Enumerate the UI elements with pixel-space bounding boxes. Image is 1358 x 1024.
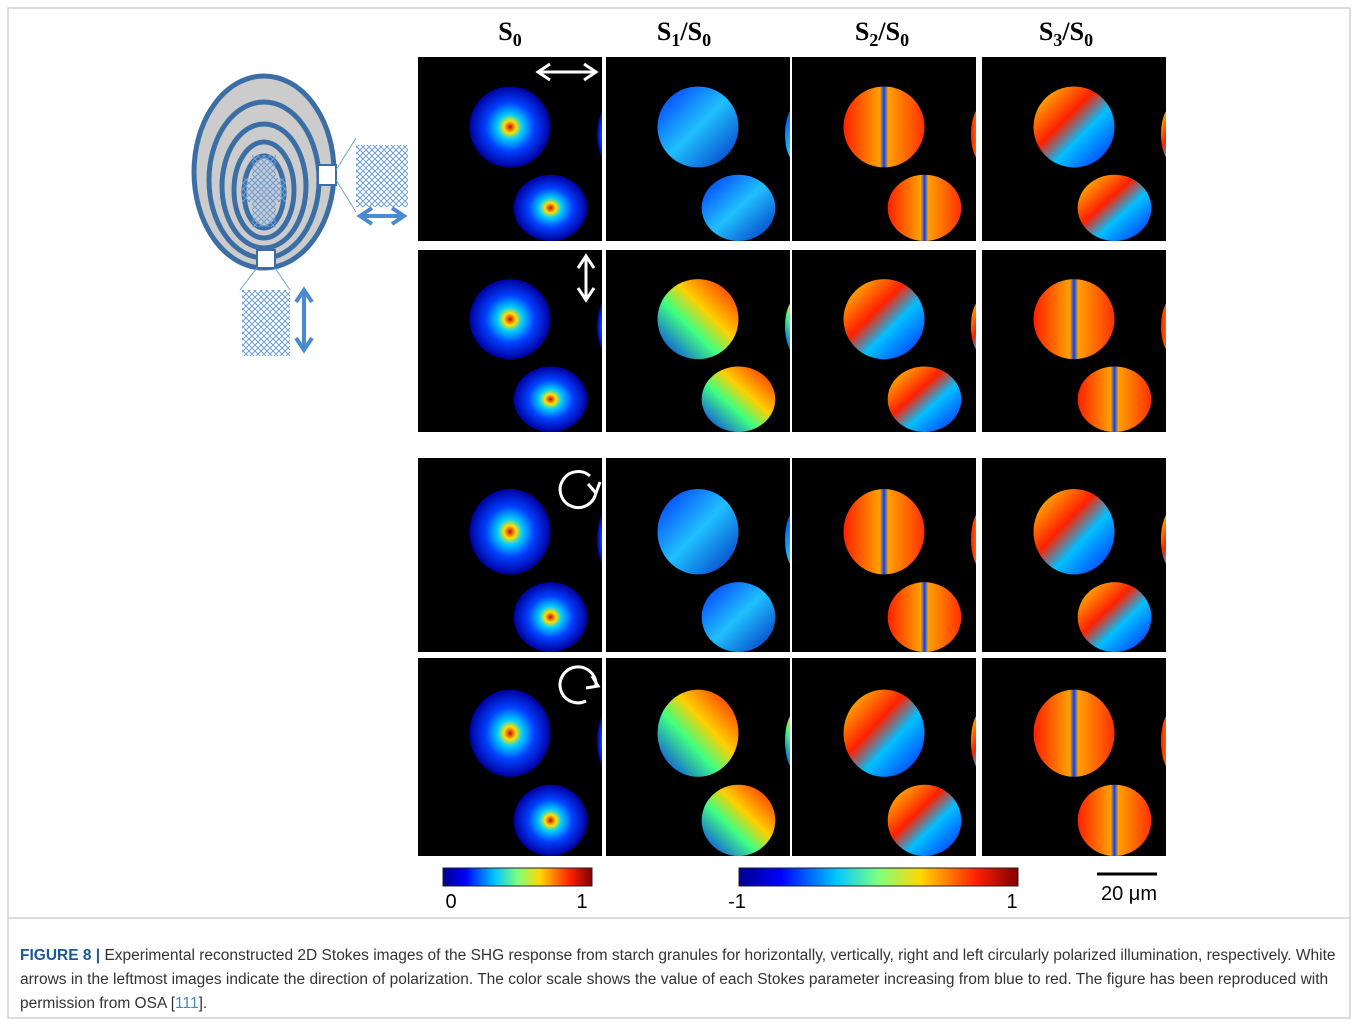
colorbar-ratio bbox=[739, 868, 1018, 886]
caption: FIGURE 8 | Experimental reconstructed 2D… bbox=[20, 944, 1340, 1016]
granule bbox=[1078, 785, 1152, 856]
column-header: S1/S0 bbox=[657, 17, 711, 50]
image-panel bbox=[982, 458, 1183, 652]
granule bbox=[888, 366, 962, 432]
image-panel bbox=[792, 458, 993, 652]
granule bbox=[1161, 107, 1183, 162]
header-text: S bbox=[657, 17, 671, 46]
granule bbox=[1161, 510, 1183, 568]
colorbar-min: -1 bbox=[728, 891, 746, 913]
image-panel bbox=[982, 250, 1183, 432]
granule bbox=[470, 489, 551, 574]
subscript: 0 bbox=[900, 30, 909, 50]
granule bbox=[1078, 366, 1152, 432]
granule bbox=[658, 690, 739, 777]
granule-diagram bbox=[194, 76, 408, 356]
granule bbox=[844, 489, 925, 574]
granule bbox=[888, 582, 962, 652]
subscript: 3 bbox=[1053, 30, 1062, 50]
header-text: S bbox=[498, 17, 512, 46]
granule bbox=[470, 690, 551, 777]
granule bbox=[1161, 711, 1183, 770]
image-panel bbox=[982, 57, 1183, 241]
granule bbox=[1034, 86, 1115, 167]
granule bbox=[514, 582, 588, 652]
granule bbox=[1078, 582, 1152, 652]
page: S0S1/S0S2/S0S3/S0 0 1 -1 1 20 μm FIGURE … bbox=[0, 0, 1358, 1024]
granule bbox=[1078, 175, 1152, 241]
granule bbox=[702, 366, 776, 432]
granule bbox=[702, 582, 776, 652]
granule bbox=[1161, 299, 1183, 354]
granule bbox=[1034, 690, 1115, 777]
granule bbox=[470, 279, 551, 359]
caption-label: FIGURE 8 | bbox=[20, 947, 100, 964]
caption-text: ]. bbox=[199, 995, 208, 1012]
colorbar-max: 1 bbox=[576, 891, 587, 913]
granule bbox=[658, 489, 739, 574]
figure: S0S1/S0S2/S0S3/S0 0 1 -1 1 20 μm bbox=[0, 0, 1358, 1024]
column-header: S3/S0 bbox=[1039, 17, 1093, 50]
image-panel bbox=[606, 250, 807, 432]
granule bbox=[702, 785, 776, 856]
image-panel bbox=[792, 250, 993, 432]
granule bbox=[514, 366, 588, 432]
image-panel bbox=[606, 57, 807, 241]
image-panel bbox=[982, 658, 1183, 856]
granule bbox=[658, 279, 739, 359]
image-panel bbox=[606, 658, 807, 856]
granule bbox=[888, 785, 962, 856]
header-text: S bbox=[855, 17, 869, 46]
image-panel bbox=[792, 658, 993, 856]
image-panel bbox=[606, 458, 807, 652]
scale-bar-label: 20 μm bbox=[1101, 883, 1157, 905]
header-text: S bbox=[1039, 17, 1053, 46]
subscript: 0 bbox=[1084, 30, 1093, 50]
colorbar-s0 bbox=[443, 868, 592, 886]
granule bbox=[470, 86, 551, 167]
subscript: 1 bbox=[671, 30, 680, 50]
caption-text: Experimental reconstructed 2D Stokes ima… bbox=[20, 947, 1336, 1012]
column-header: S2/S0 bbox=[855, 17, 909, 50]
granule bbox=[888, 175, 962, 241]
granule bbox=[514, 785, 588, 856]
granule bbox=[1034, 489, 1115, 574]
granule bbox=[844, 279, 925, 359]
colorbar-min: 0 bbox=[445, 891, 456, 913]
header-text: /S bbox=[877, 17, 900, 46]
granule bbox=[514, 175, 588, 241]
granule bbox=[658, 86, 739, 167]
subscript: 0 bbox=[702, 30, 711, 50]
colorbar-max: 1 bbox=[1006, 891, 1017, 913]
column-header: S0 bbox=[498, 17, 521, 50]
subscript: 0 bbox=[513, 30, 522, 50]
image-panel bbox=[792, 57, 993, 241]
header-text: /S bbox=[1061, 17, 1084, 46]
image-panel bbox=[418, 57, 619, 241]
granule bbox=[1034, 279, 1115, 359]
image-panel bbox=[418, 250, 619, 432]
granule bbox=[844, 86, 925, 167]
subscript: 2 bbox=[869, 30, 878, 50]
reference-link[interactable]: 111 bbox=[175, 995, 199, 1012]
granule bbox=[702, 175, 776, 241]
granule bbox=[844, 690, 925, 777]
header-text: /S bbox=[679, 17, 702, 46]
